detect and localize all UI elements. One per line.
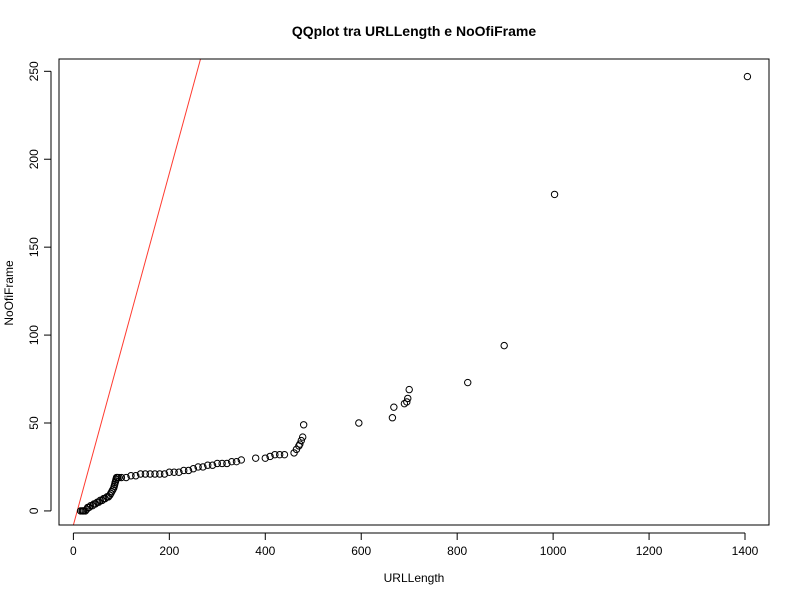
y-tick-label: 250 (27, 61, 41, 81)
data-point (189, 465, 198, 473)
y-tick-label: 100 (27, 325, 41, 345)
data-point (194, 463, 202, 471)
data-point (271, 450, 279, 459)
data-point (237, 456, 245, 464)
y-tick-label: 150 (27, 237, 41, 257)
x-tick-label: 0 (70, 544, 77, 558)
chart-title: QQplot tra URLLength e NoOfiFrame (292, 23, 536, 39)
x-tick-label: 400 (255, 544, 275, 558)
data-point (208, 461, 217, 469)
data-point (388, 414, 397, 422)
data-point (146, 470, 154, 478)
x-tick-label: 200 (159, 544, 179, 558)
data-point (218, 459, 226, 468)
data-point (109, 486, 117, 494)
data-point (743, 72, 752, 81)
data-point (390, 403, 398, 411)
data-point (299, 433, 307, 441)
data-point (132, 472, 140, 480)
data-point (404, 394, 412, 403)
data-point (261, 454, 269, 462)
data-point (156, 470, 164, 478)
data-point (160, 470, 169, 478)
data-points (76, 72, 752, 515)
data-point (280, 450, 289, 459)
data-point (122, 473, 130, 482)
data-point (275, 450, 284, 459)
data-point (355, 419, 363, 427)
data-point (223, 459, 231, 468)
data-point (204, 461, 212, 469)
data-point (165, 468, 174, 476)
data-point (136, 470, 145, 478)
data-point (464, 378, 472, 387)
data-point (127, 472, 135, 480)
data-point (151, 470, 159, 478)
y-axis-label: NoOfiFrame (2, 260, 16, 326)
x-tick-label: 800 (447, 544, 467, 558)
data-point (296, 440, 304, 448)
y-axis: 0 50 100 150 200 250 (27, 61, 52, 514)
x-tick-label: 600 (351, 544, 371, 558)
data-point (199, 463, 207, 471)
data-point (141, 470, 150, 478)
data-point (405, 385, 413, 394)
data-point (251, 454, 260, 462)
plot-area (72, 59, 752, 525)
y-tick-label: 200 (27, 149, 41, 169)
data-point (266, 452, 274, 461)
x-axis-label: URLLength (384, 571, 445, 585)
x-axis: 0 200 400 600 800 1000 1200 1400 (70, 532, 759, 558)
x-tick-label: 1400 (732, 544, 759, 558)
data-point (403, 398, 411, 406)
data-point (400, 399, 409, 408)
y-tick-label: 50 (27, 416, 41, 430)
data-point (228, 457, 236, 466)
data-point (299, 421, 308, 429)
x-tick-label: 1000 (540, 544, 567, 558)
data-point (500, 341, 508, 350)
y-tick-label: 0 (27, 507, 41, 514)
data-point (232, 457, 241, 466)
plot-frame (58, 58, 770, 526)
data-point (180, 466, 188, 475)
data-point (170, 468, 178, 476)
data-point (117, 473, 126, 482)
data-point (115, 473, 123, 482)
x-tick-label: 1200 (636, 544, 663, 558)
data-point (550, 190, 559, 199)
data-point (213, 459, 222, 468)
data-point (297, 436, 305, 445)
data-point (175, 468, 183, 476)
reference-line (72, 59, 202, 525)
data-point (184, 466, 193, 475)
